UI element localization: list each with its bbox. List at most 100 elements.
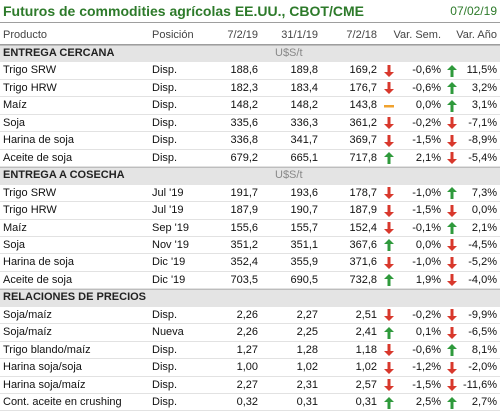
cell: Dic '19 bbox=[152, 273, 186, 286]
trend-icon bbox=[447, 361, 457, 374]
cell: 155,6 bbox=[230, 221, 258, 234]
cell: Disp. bbox=[152, 64, 178, 77]
row-label: Harina soja/maíz bbox=[3, 378, 86, 391]
cell: 0,31 bbox=[296, 396, 318, 408]
trend-icon bbox=[447, 256, 457, 269]
cell: 1,28 bbox=[296, 343, 318, 356]
cell: 0,1% bbox=[415, 326, 441, 339]
trend-icon bbox=[447, 64, 457, 77]
section-unit: U$S/t bbox=[275, 169, 303, 182]
row-rule bbox=[0, 288, 500, 290]
row-rule bbox=[0, 218, 500, 220]
cell: 190,7 bbox=[290, 204, 318, 217]
trend-icon bbox=[447, 117, 457, 130]
cell: 703,5 bbox=[230, 273, 258, 286]
cell: Disp. bbox=[152, 116, 178, 129]
cell: 352,4 bbox=[230, 256, 258, 269]
row-label: Soja/maíz bbox=[3, 326, 52, 339]
row-label: Cont. aceite en crushing bbox=[3, 396, 122, 408]
trend-icon bbox=[384, 204, 394, 217]
row-label: Harina soja/soja bbox=[3, 361, 82, 374]
row-rule bbox=[0, 253, 500, 255]
cell: 148,2 bbox=[290, 99, 318, 112]
cell: -4,0% bbox=[468, 273, 497, 286]
column-header: Posición bbox=[152, 29, 194, 41]
row-rule bbox=[0, 323, 500, 325]
cell: Nueva bbox=[152, 326, 184, 339]
cell: 189,8 bbox=[290, 64, 318, 77]
row-rule bbox=[0, 148, 500, 150]
cell: 1,27 bbox=[236, 343, 258, 356]
cell: -0,6% bbox=[412, 343, 441, 356]
cell: -9,9% bbox=[468, 308, 497, 321]
cell: 2,5% bbox=[415, 396, 441, 408]
row-rule bbox=[0, 201, 500, 203]
row-label: Maíz bbox=[3, 221, 27, 234]
cell: -1,0% bbox=[412, 256, 441, 269]
cell: 679,2 bbox=[230, 151, 258, 164]
cell: Disp. bbox=[152, 81, 178, 94]
cell: 690,5 bbox=[290, 273, 318, 286]
row-label: Trigo HRW bbox=[3, 81, 57, 94]
cell: 7,3% bbox=[471, 186, 497, 199]
cell: 0,32 bbox=[236, 396, 258, 408]
row-label: Harina de soja bbox=[3, 134, 74, 147]
trend-icon bbox=[384, 239, 394, 252]
row-rule bbox=[0, 270, 500, 272]
cell: -11,6% bbox=[462, 378, 497, 391]
cell: 183,4 bbox=[290, 81, 318, 94]
row-rule bbox=[0, 340, 500, 342]
cell: 182,3 bbox=[230, 81, 258, 94]
trend-icon bbox=[447, 204, 457, 217]
cell: 2,25 bbox=[296, 326, 318, 339]
cell: -2,0% bbox=[468, 361, 497, 374]
cell: 2,27 bbox=[296, 308, 318, 321]
trend-icon bbox=[384, 82, 394, 95]
column-header: Var. Año bbox=[456, 29, 497, 41]
row-label: Aceite de soja bbox=[3, 151, 73, 164]
row-label: Harina de soja bbox=[3, 256, 74, 269]
cell: 178,7 bbox=[349, 186, 377, 199]
cell: -0,2% bbox=[412, 116, 441, 129]
row-label: Trigo SRW bbox=[3, 64, 57, 77]
section-title: ENTREGA A COSECHA bbox=[3, 169, 125, 182]
cell: 2,57 bbox=[355, 378, 377, 391]
trend-icon bbox=[447, 99, 457, 112]
header-rule bbox=[0, 44, 500, 45]
cell: -1,5% bbox=[412, 378, 441, 391]
cell: -4,5% bbox=[468, 238, 497, 251]
cell: 355,9 bbox=[290, 256, 318, 269]
cell: 176,7 bbox=[349, 81, 377, 94]
cell: 351,1 bbox=[290, 238, 318, 251]
column-header: 31/1/19 bbox=[281, 29, 318, 41]
trend-icon bbox=[447, 239, 457, 252]
cell: 1,00 bbox=[236, 361, 258, 374]
cell: Disp. bbox=[152, 308, 178, 321]
trend-icon bbox=[447, 82, 457, 95]
cell: -8,9% bbox=[468, 134, 497, 147]
cell: Dic '19 bbox=[152, 256, 186, 269]
row-label: Trigo HRW bbox=[3, 204, 57, 217]
cell: -0,6% bbox=[412, 81, 441, 94]
cell: -1,5% bbox=[412, 204, 441, 217]
row-rule bbox=[0, 78, 500, 80]
row-rule bbox=[0, 235, 500, 237]
trend-icon bbox=[384, 222, 394, 234]
trend-icon bbox=[447, 152, 457, 165]
trend-icon bbox=[384, 104, 394, 108]
date: 07/02/19 bbox=[450, 4, 497, 18]
cell: 193,6 bbox=[290, 186, 318, 199]
trend-icon bbox=[447, 187, 457, 200]
cell: 351,2 bbox=[230, 238, 258, 251]
cell: -6,5% bbox=[468, 326, 497, 339]
cell: 2,51 bbox=[355, 308, 377, 321]
row-label: Aceite de soja bbox=[3, 273, 73, 286]
row-label: Soja bbox=[3, 116, 26, 129]
cell: 336,3 bbox=[290, 116, 318, 129]
trend-icon bbox=[384, 187, 394, 200]
cell: 0,0% bbox=[415, 238, 441, 251]
cell: Disp. bbox=[152, 396, 178, 408]
cell: Sep '19 bbox=[152, 221, 189, 234]
cell: 0,31 bbox=[355, 396, 377, 408]
column-header: Var. Sem. bbox=[393, 29, 441, 41]
